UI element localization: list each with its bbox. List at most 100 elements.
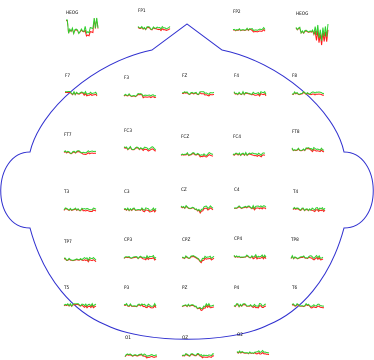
channel-o2-31: O2 [236, 332, 270, 356]
channel-p4-27: P4 [233, 285, 267, 309]
trace-green [63, 150, 96, 154]
channel-label: TP7 [63, 239, 72, 244]
channel-label: FP1 [138, 8, 146, 13]
channel-f3-5: F3 [123, 75, 157, 99]
channel-tp8-23: TP8 [290, 237, 324, 261]
channel-ft8-13: FT8 [291, 129, 325, 153]
channel-label: T6 [291, 285, 298, 290]
trace-green [181, 91, 215, 95]
head-outline [0, 23, 374, 340]
trace-green [123, 92, 157, 98]
trace-green [123, 207, 157, 212]
channel-fp2-2: FP2 [232, 9, 266, 33]
trace-green [232, 26, 266, 32]
trace-green [66, 17, 99, 36]
channel-label: HEOG [296, 11, 308, 16]
channel-t5-24: T5 [63, 285, 97, 309]
channel-label: O2 [237, 332, 243, 337]
trace-green [137, 25, 171, 31]
channel-tp7-19: TP7 [63, 239, 97, 263]
channel-cp3-20: CP3 [123, 237, 157, 261]
trace-green [233, 90, 267, 96]
channel-fcz-11: FCZ [180, 134, 214, 158]
channel-cp4-22: CP4 [233, 236, 267, 260]
channel-label: P4 [234, 285, 240, 290]
channel-label: FT7 [64, 132, 72, 137]
trace-green [292, 206, 326, 212]
channel-p3-25: P3 [123, 285, 157, 309]
channel-label: CP3 [124, 237, 132, 242]
channel-fc3-10: FC3 [123, 128, 157, 152]
trace-green [124, 353, 158, 358]
channel-heog-0: HEOG [66, 10, 99, 37]
channel-label: F3 [124, 75, 129, 80]
trace-green [64, 90, 98, 96]
channel-label: FP2 [233, 9, 241, 14]
channel-cpz-21: CPZ [181, 237, 215, 264]
trace-green [233, 302, 267, 308]
channel-fp1-1: FP1 [137, 8, 171, 32]
channel-pz-26: PZ [181, 285, 215, 312]
channel-label: CP4 [234, 236, 242, 241]
channel-label: C3 [124, 189, 130, 194]
trace-green [63, 302, 97, 308]
channel-label: F7 [65, 73, 70, 78]
trace-green [236, 349, 270, 355]
channel-plots: HEOG FP1 FP2 HEOG F7 F3 FZ F4 F8 FT7 FC3 FCZ FC4 FT8 T… [63, 8, 329, 359]
trace-green [64, 256, 97, 262]
channel-label: F8 [292, 73, 297, 78]
trace-green [295, 23, 329, 41]
channel-c4-17: C4 [233, 187, 267, 211]
channel-label: CZ [181, 187, 187, 192]
trace-red [123, 256, 157, 261]
channel-f4-7: F4 [233, 73, 267, 97]
channel-label: FT8 [292, 129, 300, 134]
trace-green [233, 204, 267, 210]
trace-green [180, 204, 214, 213]
trace-green [233, 253, 267, 259]
channel-label: C4 [234, 187, 240, 192]
trace-red [124, 354, 157, 359]
trace-green [232, 151, 266, 157]
trace-green [291, 302, 324, 307]
channel-t3-14: T3 [63, 189, 97, 212]
trace-green [123, 254, 157, 260]
trace-green [123, 302, 157, 307]
channel-c3-15: C3 [123, 189, 157, 213]
channel-t6-28: T6 [291, 285, 324, 309]
trace-green [291, 146, 325, 152]
channel-label: F4 [234, 73, 239, 78]
channel-label: CPZ [182, 237, 190, 242]
channel-t4-18: T4 [292, 189, 326, 213]
trace-green [291, 90, 325, 95]
trace-red [65, 91, 98, 97]
channel-cz-16: CZ [180, 187, 214, 214]
channel-f7-4: F7 [64, 73, 98, 97]
channel-label: O1 [125, 335, 131, 340]
channel-fc4-12: FC4 [232, 134, 266, 158]
channel-label: FC4 [233, 134, 241, 139]
trace-red [291, 303, 324, 309]
channel-label: T5 [63, 285, 70, 290]
scalp-outline [0, 23, 374, 340]
channel-label: T3 [63, 189, 70, 194]
trace-green [181, 302, 215, 310]
channel-label: T4 [292, 189, 299, 194]
channel-label: HEOG [66, 10, 78, 15]
channel-oz-30: OZ [181, 335, 215, 359]
channel-label: PZ [182, 285, 188, 290]
trace-green [63, 207, 97, 211]
trace-green [181, 352, 215, 357]
trace-green [290, 254, 324, 260]
channel-heog-3: HEOG [295, 11, 329, 46]
trace-green [123, 145, 157, 151]
trace-red [181, 353, 215, 359]
channel-f8-8: F8 [291, 73, 325, 96]
channel-label: FZ [182, 73, 187, 78]
trace-red [181, 255, 215, 264]
channel-label: P3 [124, 285, 130, 290]
trace-green [180, 151, 214, 157]
channel-label: OZ [182, 335, 188, 340]
